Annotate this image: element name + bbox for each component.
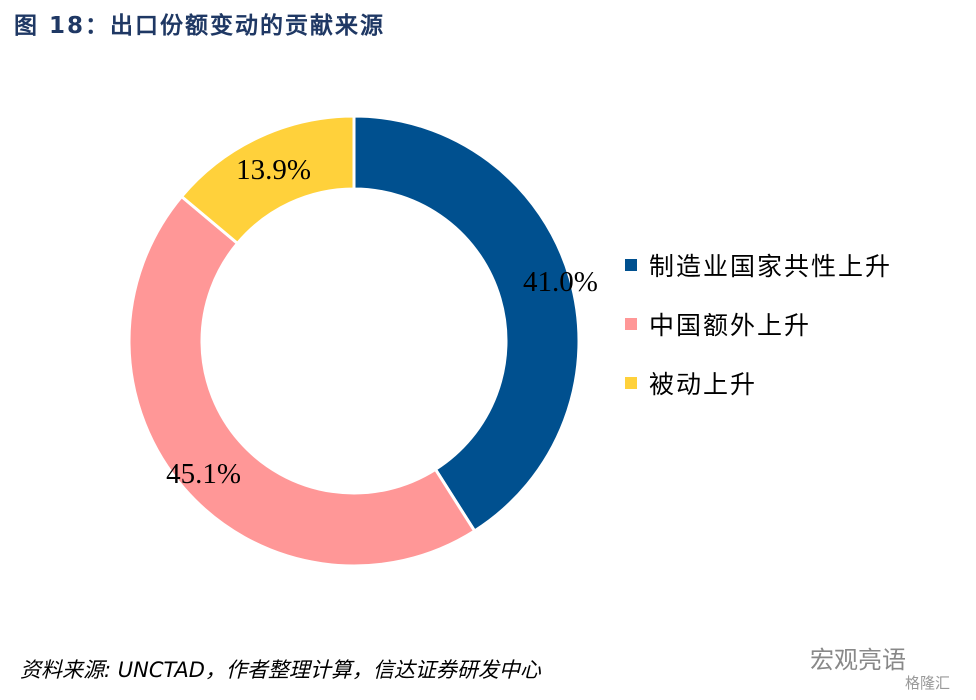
legend-item: 制造业国家共性上升: [625, 247, 892, 283]
legend-label: 制造业国家共性上升: [649, 252, 893, 281]
donut-slice-2: [179, 114, 356, 246]
source-note: 资料来源: UNCTAD，作者整理计算，信达证券研发中心: [20, 658, 541, 682]
legend-item: 中国额外上升: [625, 306, 811, 342]
watermark-gelonghui: 格隆汇: [905, 674, 951, 692]
legend-swatch: [625, 318, 637, 330]
donut-slice-1: [127, 194, 477, 568]
legend-swatch: [625, 259, 637, 271]
legend-swatch: [625, 377, 637, 389]
watermark-wechat: 宏观亮语: [810, 646, 906, 674]
chart-title: 图 18：出口份额变动的贡献来源: [14, 13, 386, 39]
legend-label: 中国额外上升: [649, 311, 812, 340]
data-label-0: 41.0%: [523, 266, 598, 298]
data-label-1: 45.1%: [166, 458, 241, 490]
donut-slice-0: [352, 114, 581, 534]
data-label-2: 13.9%: [236, 154, 311, 186]
legend-label: 被动上升: [649, 370, 758, 399]
legend-item: 被动上升: [625, 365, 757, 401]
